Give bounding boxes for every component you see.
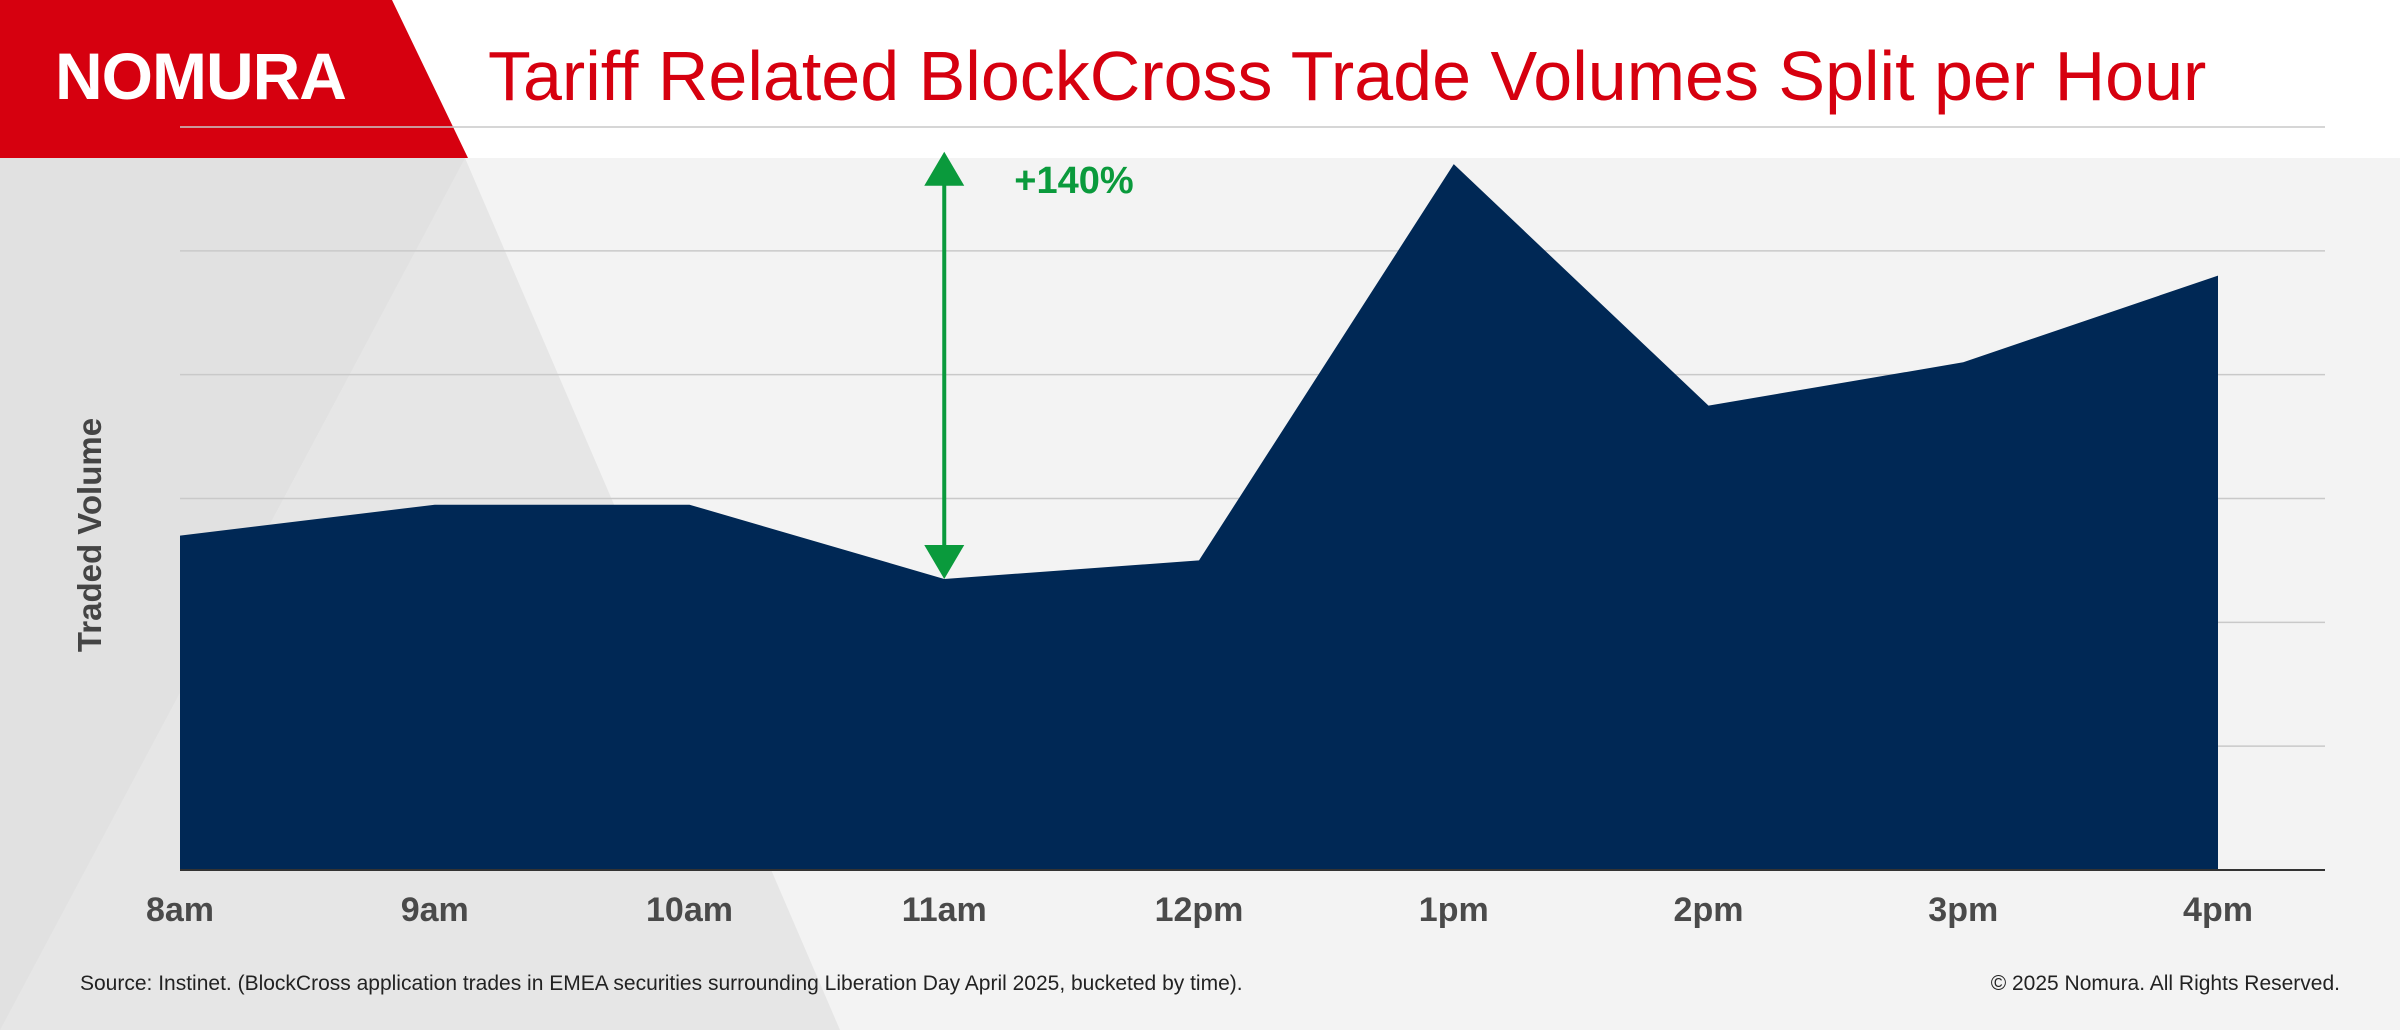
source-note: Source: Instinet. (BlockCross applicatio…	[80, 972, 1243, 995]
x-tick-label: 2pm	[1674, 891, 1744, 929]
nomura-logo: NOMURA	[55, 39, 347, 113]
x-tick-label: 8am	[146, 891, 214, 929]
logo-block	[0, 0, 468, 158]
annotation-arrowhead-down	[924, 544, 965, 579]
x-tick-label: 10am	[646, 891, 733, 929]
header-bar: NOMURA Tariff Related BlockCross Trade V…	[0, 0, 2400, 158]
annotation-arrowhead-up	[924, 151, 965, 186]
x-tick-label: 11am	[902, 891, 987, 929]
annotation-label: +140%	[1014, 160, 1133, 202]
copyright-note: © 2025 Nomura. All Rights Reserved.	[1990, 972, 2340, 995]
area-series	[180, 164, 2218, 870]
chart-title: Tariff Related BlockCross Trade Volumes …	[488, 37, 2207, 115]
x-tick-label: 1pm	[1419, 891, 1489, 929]
x-tick-label: 9am	[401, 891, 469, 929]
x-tick-label: 3pm	[1928, 891, 1998, 929]
x-tick-label: 4pm	[2183, 891, 2253, 929]
x-tick-label: 12pm	[1155, 891, 1244, 929]
